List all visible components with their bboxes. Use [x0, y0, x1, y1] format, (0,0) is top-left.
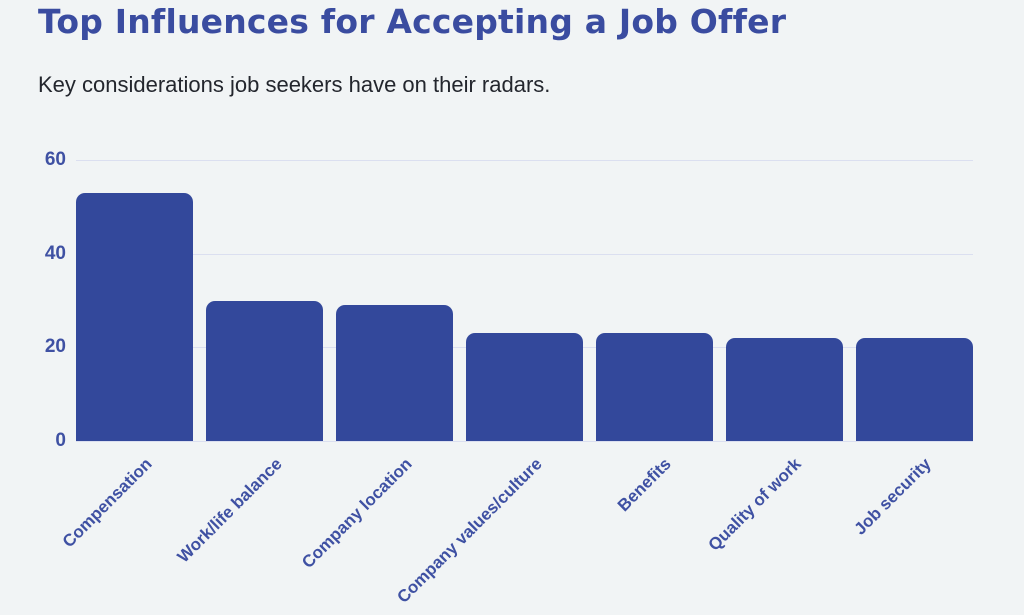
y-axis-tick-label: 60: [44, 149, 66, 170]
y-axis-tick-label: 20: [44, 336, 66, 358]
bar-0: [76, 192, 194, 441]
gridline-y-0: [76, 441, 973, 442]
gridline-y-40: [76, 253, 973, 255]
bar-4: [595, 333, 714, 441]
plot-area: [76, 160, 973, 442]
bar-1: [205, 300, 324, 441]
y-axis-tick-label: 40: [44, 242, 66, 264]
bar-2: [335, 305, 454, 441]
bar-5: [725, 337, 844, 441]
y-axis-tick-label: 0: [55, 430, 66, 451]
gridline-y-60: [76, 160, 973, 161]
chart-title: Top Influences for Accepting a Job Offer: [38, 2, 787, 41]
x-axis-tick-label: Compensation: [58, 454, 156, 552]
bar-3: [465, 333, 584, 441]
chart-subtitle: Key considerations job seekers have on t…: [38, 72, 551, 97]
bar-6: [855, 337, 973, 441]
